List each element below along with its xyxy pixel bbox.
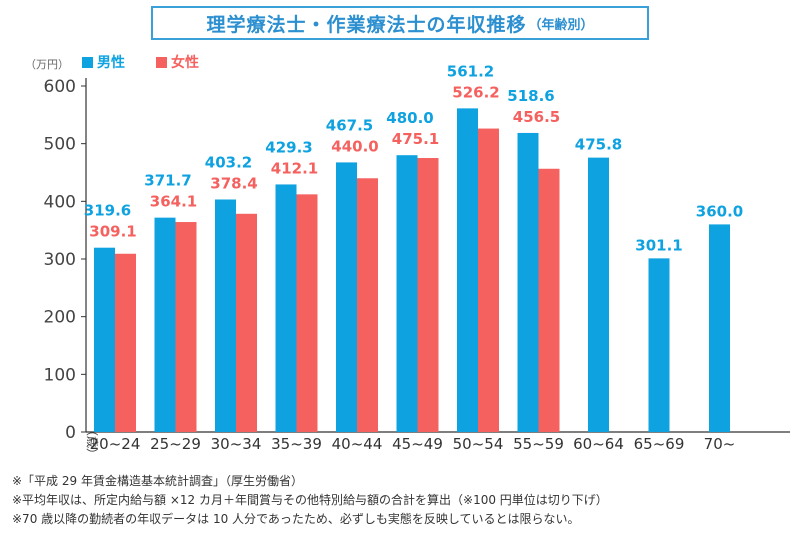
bar-female xyxy=(296,194,318,432)
footnote-method: ※平均年収は、所定内給与額 ×12 カ月＋年間賞与その他特別給与額の合計を算出（… xyxy=(12,493,608,507)
bar-male xyxy=(154,217,176,432)
data-label-male: 429.3 xyxy=(265,138,312,156)
bar-male xyxy=(588,157,609,432)
data-label-male: 319.6 xyxy=(84,202,131,220)
chart-subtitle: （年齢別） xyxy=(528,17,594,33)
y-tick-label: 200 xyxy=(44,308,76,328)
data-label-male: 371.7 xyxy=(144,172,191,190)
data-label-female: 412.1 xyxy=(271,159,318,177)
legend-label-male: 男性 xyxy=(97,54,125,71)
bar-female xyxy=(538,168,560,433)
y-tick-label: 400 xyxy=(44,192,76,212)
data-label-male: 360.0 xyxy=(696,202,743,220)
footnote-source: ※「平成 29 年賃金構造基本統計調査」（厚生労働省） xyxy=(12,474,303,488)
y-tick-label: 600 xyxy=(44,77,76,97)
x-tick-label: 65~69 xyxy=(634,435,685,453)
data-label-male: 403.2 xyxy=(205,153,252,171)
y-unit-label: （万円） xyxy=(25,58,69,71)
data-label-female: 526.2 xyxy=(452,83,499,101)
bar-male xyxy=(336,162,357,433)
data-label-female: 456.5 xyxy=(513,108,560,126)
data-label-female: 309.1 xyxy=(89,223,136,241)
y-tick-label: 100 xyxy=(44,365,76,385)
bar-male xyxy=(457,108,478,432)
data-label-female: 475.1 xyxy=(392,130,439,148)
x-tick-label: 40~44 xyxy=(332,435,383,453)
x-tick-label: 25~29 xyxy=(150,435,201,453)
data-label-male: 475.8 xyxy=(575,136,622,154)
data-label-male: 467.5 xyxy=(326,116,373,134)
x-tick-label: 45~49 xyxy=(392,435,443,453)
data-label-female: 378.4 xyxy=(210,174,257,192)
x-tick-label: 70~ xyxy=(704,435,736,453)
bar-female xyxy=(115,253,136,432)
bar-female xyxy=(417,158,439,432)
legend-swatch-male xyxy=(82,57,93,68)
x-unit-label: （歳） xyxy=(85,424,99,460)
bar-male xyxy=(275,184,297,432)
x-tick-label: 20~24 xyxy=(90,435,141,453)
data-label-male: 518.6 xyxy=(507,87,554,105)
y-tick-label: 0 xyxy=(65,423,76,443)
bar-male xyxy=(709,224,730,432)
x-tick-label: 30~34 xyxy=(211,435,262,453)
bar-male xyxy=(648,258,670,432)
bar-male xyxy=(517,132,539,432)
footnotes: ※「平成 29 年賃金構造基本統計調査」（厚生労働省） ※平均年収は、所定内給与… xyxy=(12,472,797,529)
bar-chart: 0 100 200 300 400 500 600 （万円） 男性 女性 （歳） 319.6 309.1… xyxy=(25,54,790,460)
data-label-male: 561.2 xyxy=(447,62,494,80)
bar-male xyxy=(215,199,236,432)
bar-female xyxy=(357,178,378,432)
data-label-female: 440.0 xyxy=(331,137,378,155)
y-tick-label: 500 xyxy=(44,135,76,155)
chart-title: 理学療法士・作業療法士の年収推移 xyxy=(206,13,527,36)
data-label-female: 364.1 xyxy=(150,193,197,211)
x-tick-label: 50~54 xyxy=(453,435,504,453)
bar-female xyxy=(478,128,499,433)
x-tick-label: 35~39 xyxy=(271,435,322,453)
bar-female xyxy=(175,222,197,432)
legend-swatch-female xyxy=(156,57,167,68)
x-tick-label: 60~64 xyxy=(573,435,624,453)
footnote-caveat: ※70 歳以降の勤続者の年収データは 10 人分であったため、必ずしも実態を反映… xyxy=(12,512,580,526)
bar-male xyxy=(94,247,115,432)
bar-male xyxy=(396,155,418,432)
chart-title-box: 理学療法士・作業療法士の年収推移 （年齢別） xyxy=(151,6,649,40)
x-tick-label: 55~59 xyxy=(513,435,564,453)
data-label-male: 480.0 xyxy=(386,109,433,127)
y-tick-label: 300 xyxy=(44,250,76,270)
legend-label-female: 女性 xyxy=(171,54,199,71)
bar-female xyxy=(236,213,257,432)
data-label-male: 301.1 xyxy=(635,236,682,254)
